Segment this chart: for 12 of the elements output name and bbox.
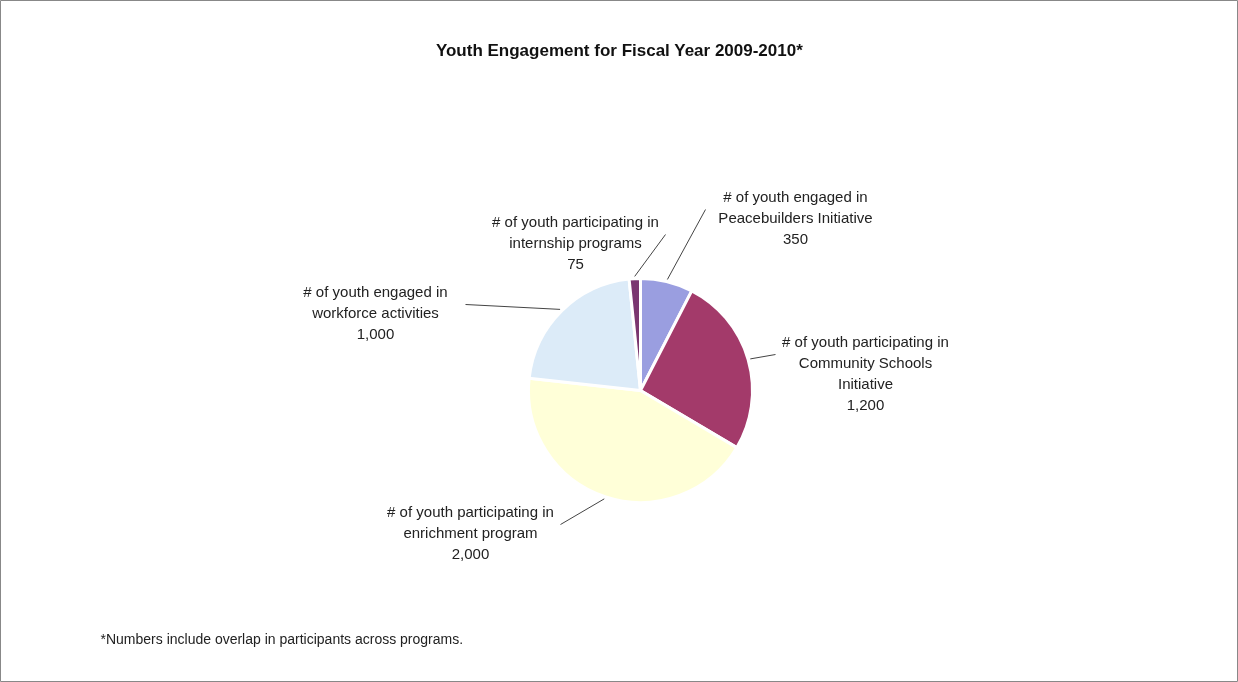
text: *Numbers include overlap in participants across programs. (100, 630, 464, 647)
slice-label: # of youth engaged in workforce activities (303, 282, 448, 321)
slice-label: # of youth engaged in Peacebuilders Initiative (718, 187, 873, 226)
slice-label: # of youth participating in enrichment program (387, 502, 554, 541)
slice-label: # of youth participating in Community Schools Initiative (782, 332, 949, 392)
data-label: 1,000 (356, 325, 395, 342)
data-label: 75 (567, 255, 584, 272)
slice-label: # of youth participating in internship programs (492, 212, 659, 251)
chart-title: Youth Engagement for Fiscal Year 2009-2010* (435, 41, 804, 60)
data-label: 1,200 (846, 396, 885, 414)
data-label: 350 (782, 230, 809, 247)
data-label: 2,000 (451, 545, 490, 562)
